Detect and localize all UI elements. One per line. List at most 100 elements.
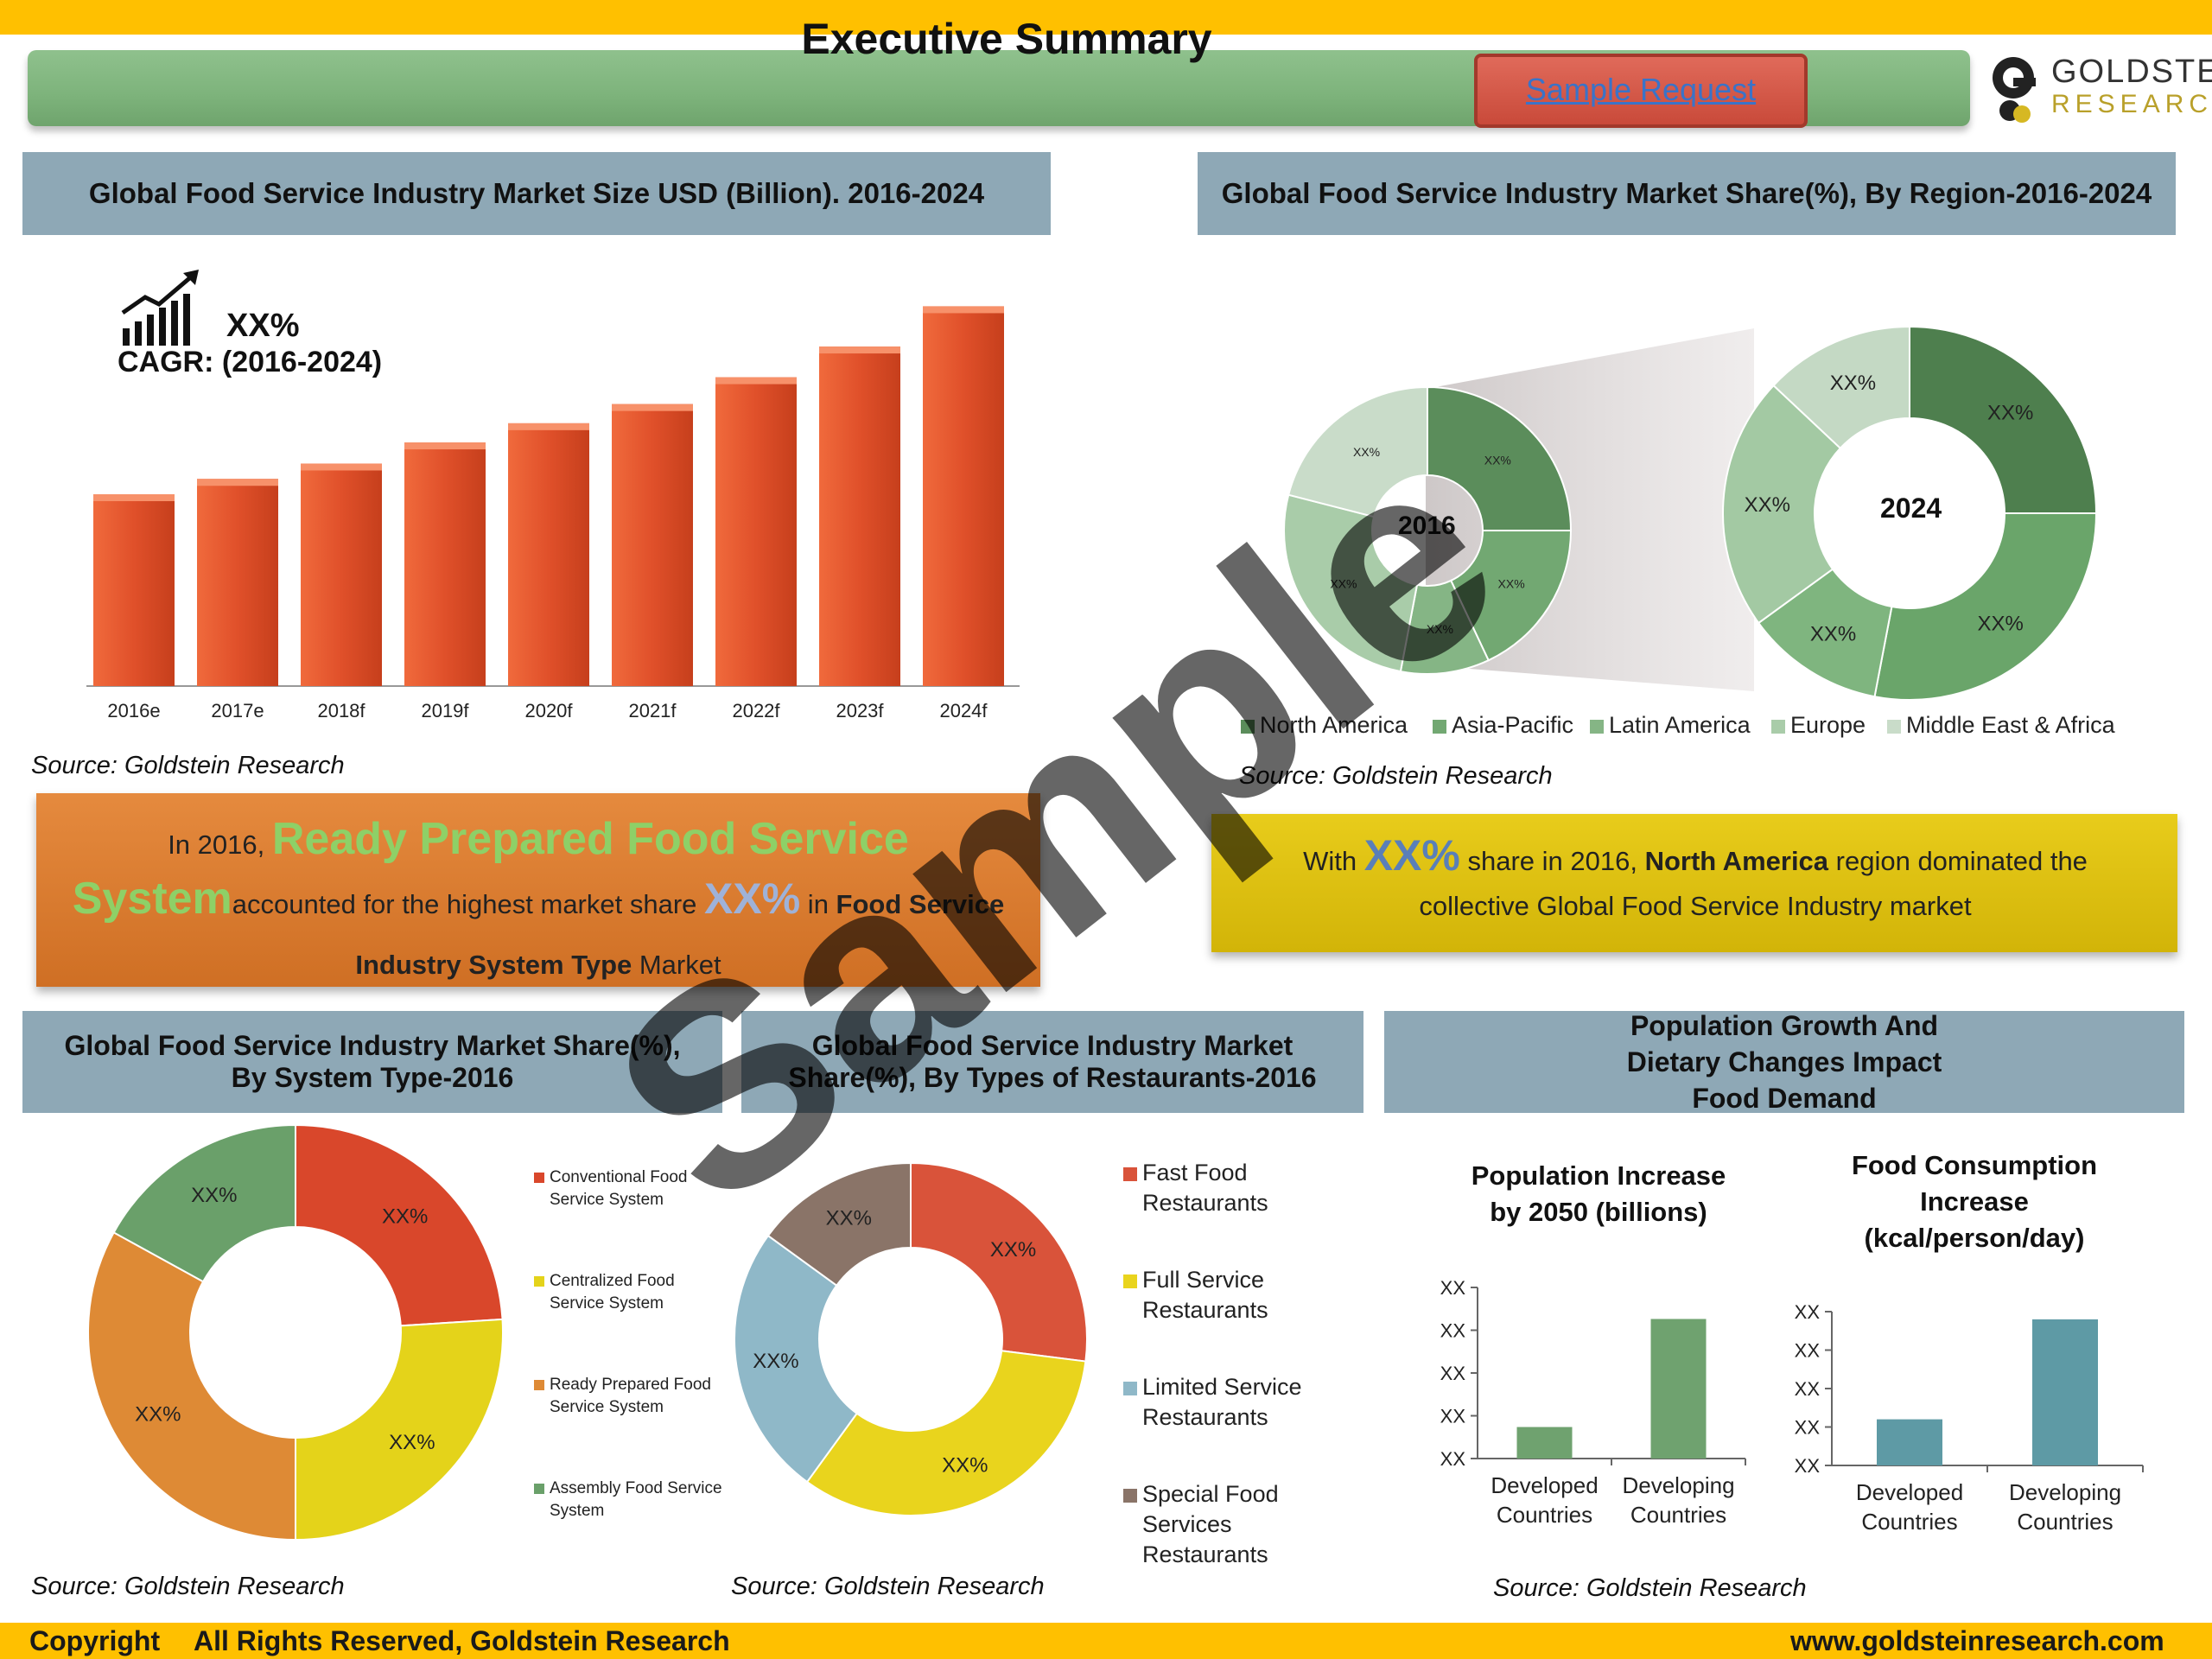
footer-bar: Copyright All Rights Reserved, Goldstein…	[0, 1623, 2212, 1659]
bar-1	[1650, 1319, 1707, 1459]
x-tick-label: 2024f	[939, 700, 988, 721]
donut-slice-1	[295, 1318, 504, 1541]
population-source: Source: Goldstein Research	[1493, 1574, 1807, 1602]
callout-right-suffix: region dominated the collective Global F…	[1419, 846, 2088, 921]
system-type-legend: Conventional Food Service System Centrali…	[534, 1166, 741, 1547]
x-tick-label: Developing	[1622, 1472, 1734, 1498]
donut-slice-1	[1873, 512, 2098, 701]
y-tick-label: XX	[1795, 1301, 1821, 1323]
goldstein-logo-icon	[1993, 57, 2036, 123]
x-tick-label: 2019f	[421, 700, 469, 721]
legend-label: Assembly Food Service	[550, 1479, 722, 1497]
bar-2017e	[197, 479, 278, 686]
x-tick-label: Developed	[1491, 1472, 1598, 1498]
slice-label: XX%	[1330, 577, 1357, 591]
y-tick-label: XX	[1795, 1417, 1821, 1439]
callout-highlight-segment: Ready Prepared Food Service	[271, 814, 909, 864]
slice-label: XX%	[1498, 577, 1525, 591]
legend-label: Fast Food	[1142, 1160, 1248, 1185]
bar-2018f	[301, 463, 382, 686]
slice-label: XX%	[1810, 623, 1856, 646]
system-type-header: Global Food Service Industry Market Shar…	[22, 1011, 722, 1113]
y-tick-label: XX	[1440, 1277, 1466, 1299]
donut-slice-3	[1722, 384, 1842, 625]
slice-label: XX%	[1484, 454, 1511, 467]
slice-label: XX%	[191, 1184, 237, 1207]
restaurants-donut: XX% XX% XX% XX%	[734, 1161, 1088, 1516]
legend-label: Service System	[550, 1398, 664, 1416]
legend-label: Special Food	[1142, 1481, 1279, 1507]
bar-2020f	[508, 423, 589, 686]
slice-label: XX%	[942, 1453, 988, 1477]
chart-title-line: Increase	[1920, 1186, 2029, 1217]
header-line: Dietary Changes Impact	[1626, 1046, 1942, 1077]
growth-chart-icon	[119, 268, 206, 347]
legend-label: Services	[1142, 1511, 1232, 1537]
restaurants-source: Source: Goldstein Research	[731, 1573, 1045, 1600]
slice-label: XX%	[1427, 622, 1453, 636]
donut-slice-2	[87, 1231, 296, 1541]
callout-in: in	[800, 889, 836, 919]
legend-swatch	[1123, 1381, 1137, 1395]
legend-north-america: North America	[1241, 712, 1408, 739]
slice-label: XX%	[135, 1403, 181, 1427]
callout-bold-text: Food Service Industry System Type	[355, 889, 1005, 980]
legend-label: Restaurants	[1142, 1541, 1268, 1567]
donut-slice-1	[1449, 530, 1573, 662]
bar-2022f	[715, 377, 797, 686]
callout-right-share: XX%	[1363, 831, 1460, 880]
restaurant-slices: XX% XX% XX% XX%	[734, 1161, 1088, 1516]
sample-request-button[interactable]: Sample Request	[1474, 54, 1808, 128]
legend-swatch	[1123, 1488, 1137, 1503]
legend-label: Conventional Food	[550, 1168, 688, 1186]
year-2016-label: 2016	[1398, 512, 1456, 540]
population-header: Population Growth And Dietary Changes Im…	[1384, 1010, 2184, 1114]
market-size-header: Global Food Service Industry Market Size…	[22, 152, 1051, 235]
x-tick-label: 2017e	[211, 700, 264, 721]
legend-europe: Europe	[1771, 712, 1866, 739]
callout-share-value: XX%	[704, 874, 801, 923]
legend-label: North America	[1260, 712, 1408, 738]
legend-swatch	[534, 1275, 544, 1287]
donut-slice-3	[766, 1161, 912, 1287]
legend-swatch	[1433, 719, 1446, 734]
donut-slice-2	[734, 1234, 859, 1484]
bar-2016e	[93, 494, 175, 686]
x-tick-label: Developed	[1856, 1479, 1963, 1505]
legend-asia-pacific: Asia-Pacific	[1433, 712, 1573, 739]
legend-latin-america: Latin America	[1590, 712, 1751, 739]
bar-0	[1516, 1427, 1573, 1459]
legend-label: System	[550, 1502, 605, 1520]
legend-swatch	[534, 1379, 544, 1390]
bar-cap	[612, 404, 693, 411]
legend-conventional: Conventional Food Service System	[534, 1166, 688, 1211]
bar-1	[2032, 1319, 2098, 1465]
callout-middle: accounted for the highest market share	[232, 889, 705, 919]
footer-copyright: Copyright	[29, 1625, 161, 1656]
x-tick-label: Countries	[1497, 1502, 1592, 1528]
cagr-value: XX%	[226, 308, 300, 344]
donut-slice-0	[295, 1123, 504, 1327]
donut-slice-3	[112, 1123, 296, 1283]
y-tick-label: XX	[1795, 1340, 1821, 1362]
bar-cap	[301, 463, 382, 471]
slice-label: XX%	[1745, 493, 1790, 517]
slice-label: XX%	[753, 1350, 798, 1373]
system-type-callout: In 2016, Ready Prepared Food Service Sys…	[36, 793, 1040, 987]
bar-cap	[404, 442, 486, 450]
chart-title-line: (kcal/person/day)	[1864, 1223, 2085, 1253]
legend-fast-food: Fast Food Restaurants	[1123, 1158, 1268, 1218]
region-share-donuts: XX% XX% XX% XX% XX% XX% XX% XX% XX% XX%	[1283, 325, 2098, 701]
slice-label: XX%	[1353, 445, 1380, 459]
x-tick-label: Countries	[2017, 1509, 2113, 1535]
header-line: Share(%), By Types of Restaurants-2016	[788, 1062, 1317, 1093]
x-tick-label: Countries	[1630, 1502, 1726, 1528]
callout-highlight-system: System	[72, 874, 232, 924]
footer-website[interactable]: www.goldsteinresearch.com	[1790, 1625, 2164, 1656]
legend-label: Centralized Food	[550, 1272, 675, 1290]
legend-label: Full Service	[1142, 1267, 1265, 1293]
bar-cap	[508, 423, 589, 430]
goldstein-logo[interactable]: GOLDSTEIN RESEARCH	[1987, 45, 2212, 131]
population-bar-chart: XX XX XX XX XX Developed Countries Developing Co…	[1440, 1277, 1746, 1528]
region-legend: North America Asia-Pacific Latin America…	[1241, 712, 2191, 741]
